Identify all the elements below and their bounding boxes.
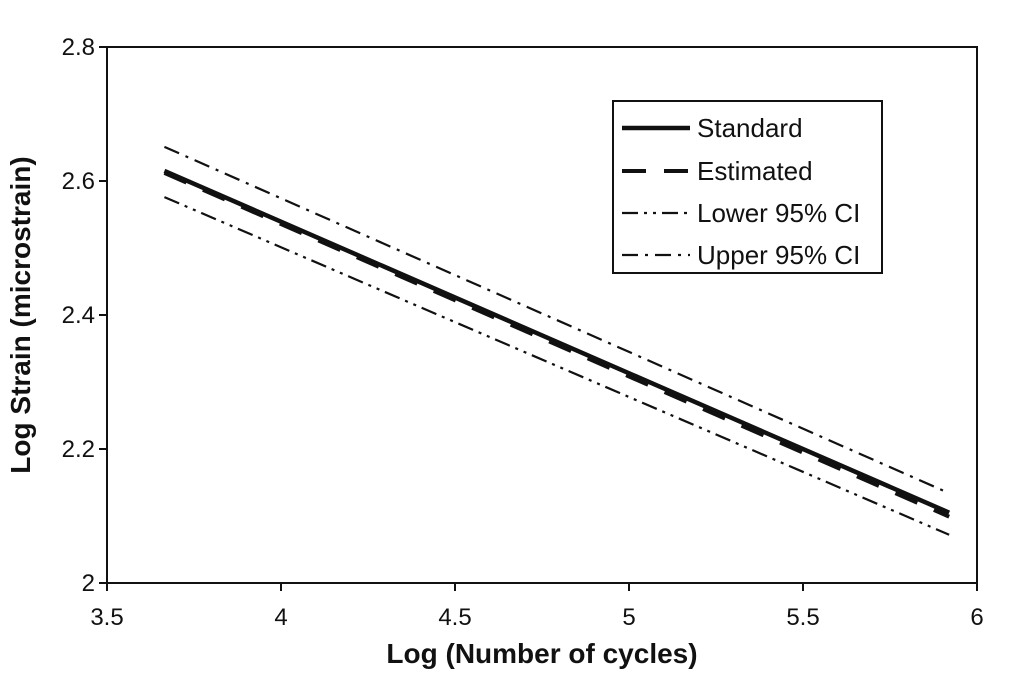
y-tick-label: 2.8 <box>62 34 95 61</box>
x-tick-label: 3.5 <box>90 604 123 631</box>
legend-label-upper-ci: Upper 95% CI <box>697 240 860 270</box>
x-axis-ticks: 3.5 4 4.5 5 5.5 6 <box>90 583 984 631</box>
x-tick-label: 5 <box>622 604 635 631</box>
legend-box <box>612 100 883 274</box>
legend-item-estimated: Estimated <box>622 156 813 186</box>
standard-line <box>163 168 951 515</box>
plot-area <box>106 46 978 584</box>
legend-item-lower-ci: Lower 95% CI <box>622 198 860 228</box>
x-tick-label: 6 <box>970 604 983 631</box>
y-tick-label: 2.4 <box>62 302 95 329</box>
y-tick-label: 2.2 <box>62 436 95 463</box>
y-axis-title: Log Strain (microstrain) <box>5 156 36 473</box>
series-lines <box>163 145 951 536</box>
lower-ci-line <box>163 196 950 536</box>
legend-label-lower-ci: Lower 95% CI <box>697 198 860 228</box>
y-axis-ticks: 2 2.2 2.4 2.6 2.8 <box>62 34 107 597</box>
x-axis-title: Log (Number of cycles) <box>386 638 697 669</box>
x-tick-label: 4.5 <box>438 604 471 631</box>
legend-item-upper-ci: Upper 95% CI <box>622 240 860 270</box>
legend-label-standard: Standard <box>697 113 803 143</box>
y-tick-label: 2.6 <box>62 168 95 195</box>
legend: Standard Estimated Lower 95% CI Upper 95… <box>612 100 883 274</box>
x-tick-label: 4 <box>274 604 287 631</box>
upper-ci-line <box>163 145 950 495</box>
y-tick-label: 2 <box>82 570 95 597</box>
legend-label-estimated: Estimated <box>697 156 813 186</box>
legend-item-standard: Standard <box>622 113 803 143</box>
x-tick-label: 5.5 <box>786 604 819 631</box>
